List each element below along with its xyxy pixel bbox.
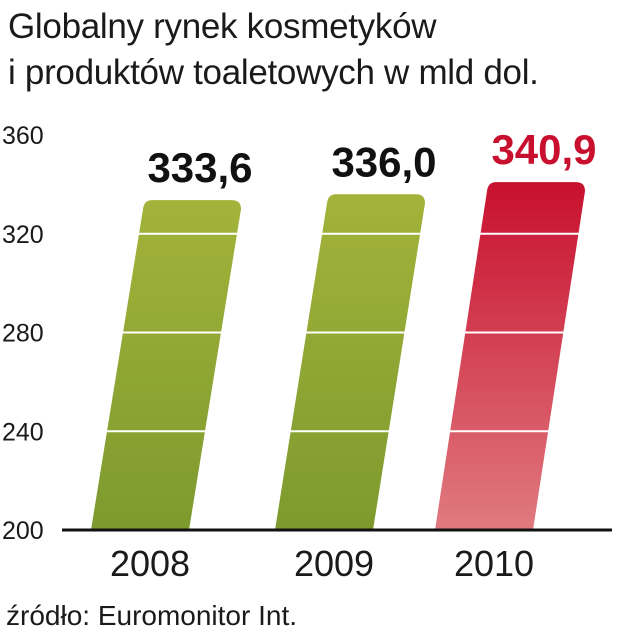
x-tick-label-2010: 2010: [454, 543, 534, 584]
y-tick-label-320: 320: [2, 221, 44, 249]
value-label-2009: 336,0: [331, 138, 436, 185]
y-tick-label-360: 360: [2, 122, 44, 150]
x-tick-label-2009: 2009: [294, 543, 374, 584]
y-tick-label-200: 200: [2, 517, 44, 545]
bar-2009: [275, 194, 425, 530]
value-label-2008: 333,6: [147, 144, 252, 191]
bar-2010: [435, 182, 585, 530]
y-tick-label-280: 280: [2, 320, 44, 348]
bar-2008: [91, 200, 241, 531]
chart-title-line-1: Globalny rynek kosmetyków: [8, 7, 437, 46]
value-label-2010: 340,9: [491, 126, 596, 173]
y-tick-label-240: 240: [2, 418, 44, 446]
chart-title-line-2: i produktów toaletowych w mld dol.: [8, 53, 539, 92]
source-note: źródło: Euromonitor Int.: [6, 600, 298, 631]
x-tick-label-2008: 2008: [110, 543, 190, 584]
chart-title: Globalny rynek kosmetyków i produktów to…: [8, 4, 608, 96]
